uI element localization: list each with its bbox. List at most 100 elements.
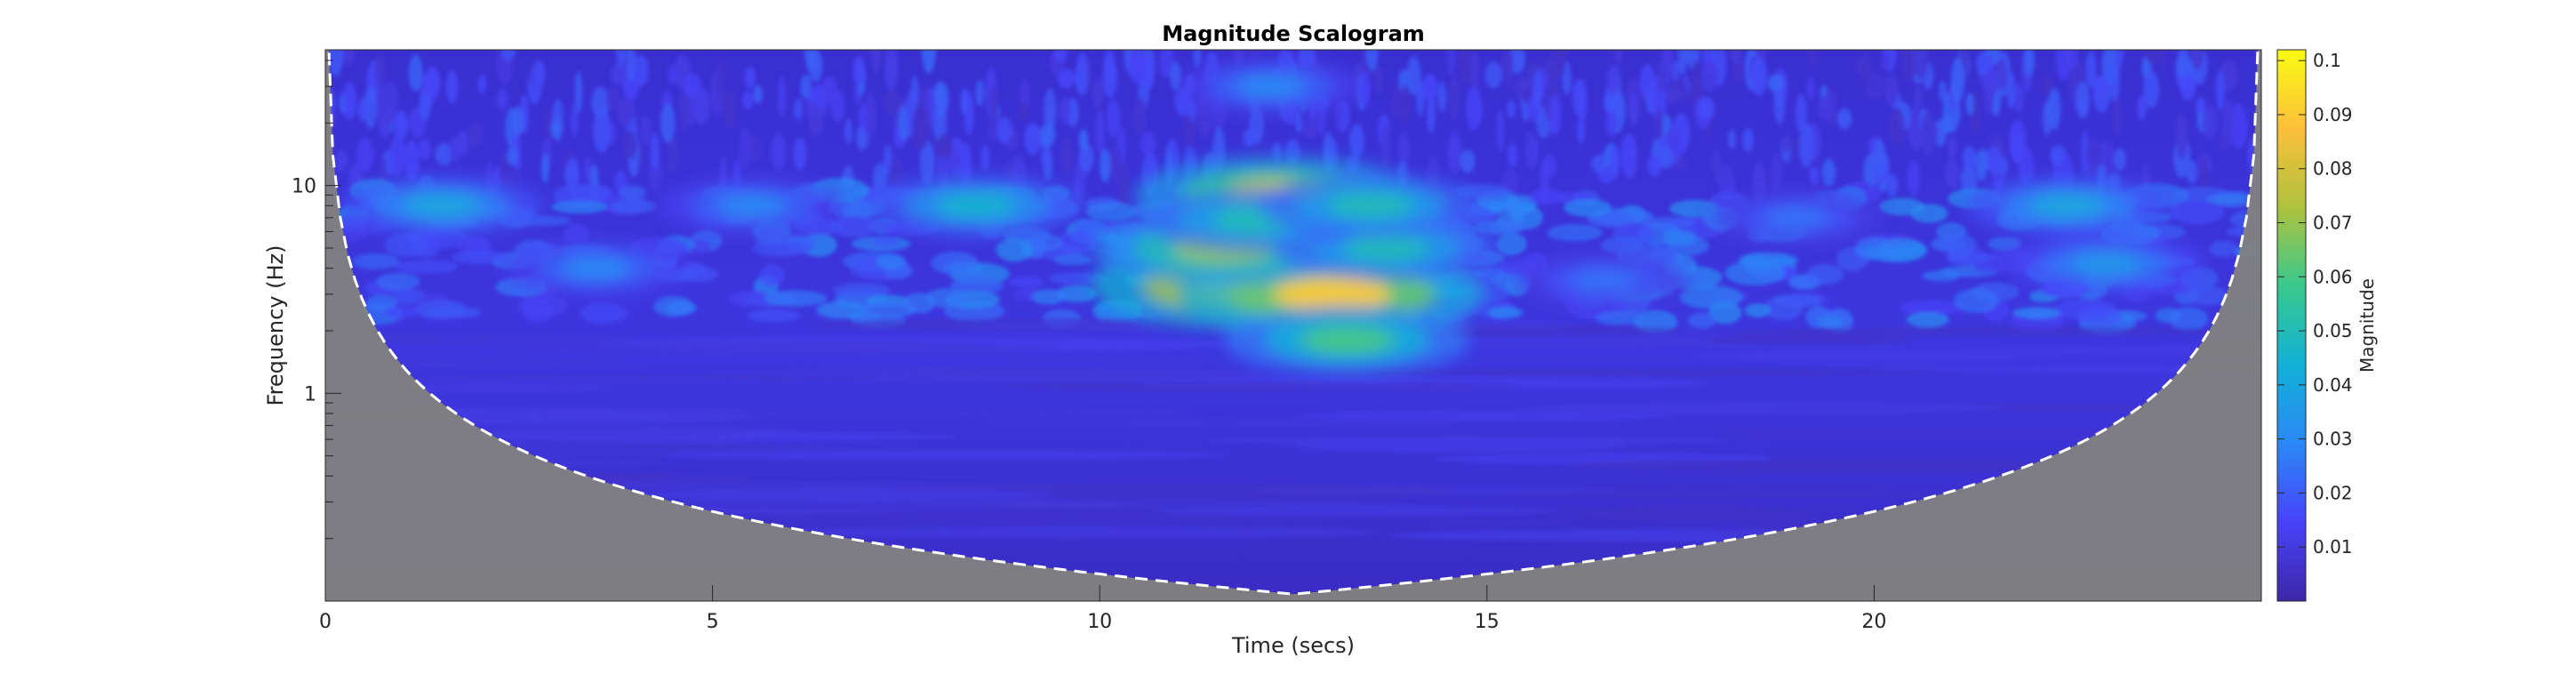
texture-streak <box>1204 437 1732 445</box>
texture-dot <box>1041 145 1052 169</box>
texture-dot <box>1826 309 1853 333</box>
texture-dot <box>408 54 423 92</box>
texture-dot <box>996 238 1034 262</box>
texture-dot <box>889 156 904 190</box>
texture-dot <box>435 143 453 165</box>
feature-core <box>1764 207 1830 229</box>
texture-dot <box>1053 253 1092 266</box>
texture-dot <box>1505 50 1513 88</box>
feature-core <box>2028 194 2107 218</box>
texture-streak <box>1521 402 2012 413</box>
colorbar-tick-label: 0.02 <box>2313 482 2353 503</box>
texture-dot <box>1095 109 1105 155</box>
texture-dot <box>1534 69 1542 111</box>
texture-dot <box>1669 199 1719 218</box>
texture-dot <box>1078 142 1094 173</box>
texture-dot <box>1928 123 1938 143</box>
feature-core <box>1273 277 1391 311</box>
texture-dot <box>357 98 368 122</box>
feature-core <box>1327 193 1414 219</box>
texture-dot <box>2012 83 2024 113</box>
texture-dot <box>680 93 688 134</box>
texture-dot <box>763 290 828 307</box>
texture-dot <box>426 306 482 319</box>
texture-dot <box>1497 108 1505 152</box>
texture-dot <box>2116 50 2124 68</box>
texture-dot <box>996 116 1012 144</box>
texture-dot <box>550 119 562 139</box>
texture-dot <box>352 253 400 270</box>
texture-dot <box>1465 86 1483 131</box>
texture-dot <box>1039 123 1056 147</box>
texture-dot <box>365 294 397 311</box>
texture-streak <box>401 374 882 383</box>
texture-dot <box>744 66 756 89</box>
texture-dot <box>445 70 459 104</box>
texture-dot <box>1973 260 2004 274</box>
texture-dot <box>617 97 636 126</box>
texture-dot <box>605 88 621 109</box>
texture-dot <box>565 157 580 190</box>
texture-dot <box>1975 148 1988 181</box>
texture-dot <box>1024 234 1064 252</box>
texture-dot <box>1658 147 1675 169</box>
texture-streak <box>325 333 636 344</box>
texture-dot <box>1939 80 1947 102</box>
texture-dot <box>884 89 900 116</box>
texture-dot <box>1558 50 1566 76</box>
texture-dot <box>541 153 549 184</box>
texture-streak <box>1300 411 1676 421</box>
texture-dot <box>593 107 611 153</box>
texture-dot <box>1881 52 1891 72</box>
texture-dot <box>375 52 386 90</box>
texture-dot <box>1031 289 1066 305</box>
texture-dot <box>1401 84 1410 126</box>
texture-streak <box>1568 459 2161 471</box>
texture-dot <box>1380 124 1390 168</box>
texture-dot <box>1507 99 1516 119</box>
texture-dot <box>975 79 984 107</box>
heatmap-features <box>340 59 2204 375</box>
x-axis-label: Time (secs) <box>1231 633 1355 658</box>
texture-dot <box>2216 68 2225 111</box>
texture-dot <box>449 136 461 163</box>
texture-dot <box>1629 92 1638 126</box>
texture-dot <box>1730 50 1742 66</box>
colorbar-ticks: 0.01 0.02 0.03 0.04 0.05 0.06 0.07 0.08 0.09 0.1 <box>2277 50 2353 558</box>
texture-dot <box>1092 76 1104 109</box>
texture-dot <box>334 149 348 172</box>
texture-dot <box>1866 71 1884 100</box>
texture-dot <box>1817 93 1835 121</box>
texture-dot <box>1914 50 1929 80</box>
texture-dot <box>1335 100 1343 131</box>
texture-dot <box>1525 131 1535 168</box>
texture-dot <box>650 132 660 172</box>
texture-dot <box>1874 140 1886 177</box>
texture-dot <box>932 100 948 143</box>
texture-dot <box>2185 286 2229 306</box>
texture-dot <box>579 302 628 324</box>
texture-dot <box>2100 140 2116 174</box>
texture-dot <box>1603 92 1620 113</box>
texture-streak <box>484 342 1060 355</box>
texture-dot <box>375 273 420 291</box>
texture-dot <box>1806 263 1844 285</box>
texture-dot <box>1900 300 1964 316</box>
texture-dot <box>583 156 592 183</box>
texture-dot <box>1698 97 1716 120</box>
x-tick-label: 10 <box>1087 611 1112 633</box>
colorbar-tick-label: 0.08 <box>2313 158 2353 180</box>
texture-dot <box>1406 56 1421 96</box>
texture-streak <box>1154 505 1558 517</box>
texture-dot <box>2168 200 2225 225</box>
texture-dot <box>501 50 516 60</box>
texture-dot <box>404 140 420 181</box>
texture-dot <box>1024 122 1042 156</box>
texture-dot <box>2012 307 2060 319</box>
texture-dot <box>2145 50 2163 65</box>
texture-dot <box>518 294 568 317</box>
feature-core <box>934 193 1017 218</box>
feature-blobs <box>340 59 2204 375</box>
texture-dot <box>1728 130 1736 149</box>
texture-dot <box>1577 117 1585 144</box>
